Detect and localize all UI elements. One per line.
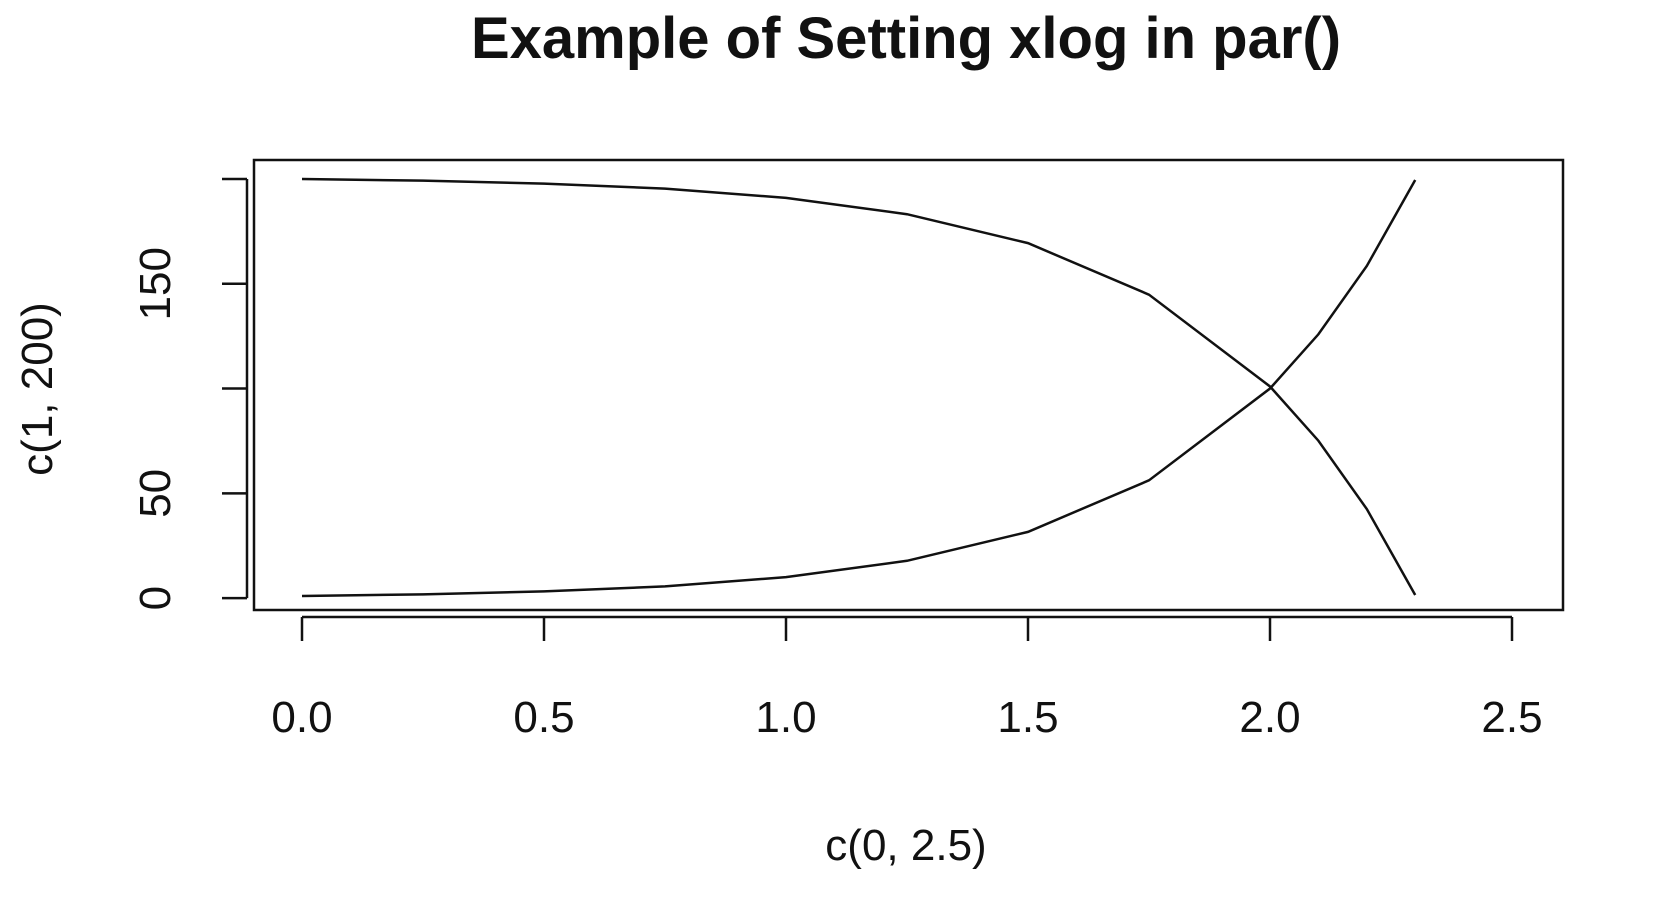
- x-tick-label: 0.0: [271, 693, 332, 742]
- x-tick-label: 2.5: [1481, 693, 1542, 742]
- series-line-2: [301, 177, 1417, 596]
- y-axis-label: c(1, 200): [13, 302, 62, 476]
- x-tick-label: 2.0: [1239, 693, 1300, 742]
- series-line-1: [301, 179, 1417, 598]
- y-tick-label: 0: [131, 586, 180, 610]
- series-layer: [301, 177, 1417, 598]
- y-tick-label: 150: [131, 247, 180, 320]
- plot-frame: [252, 158, 1565, 612]
- chart-title: Example of Setting xlog in par(): [471, 6, 1341, 71]
- x-tick-label: 1.0: [755, 693, 816, 742]
- x-tick-label: 1.5: [997, 693, 1058, 742]
- x-tick-label: 0.5: [513, 693, 574, 742]
- y-axis: 0 50 150: [131, 177, 249, 610]
- x-axis: 0.0 0.5 1.0 1.5 2.0 2.5: [271, 615, 1543, 742]
- x-axis-label: c(0, 2.5): [825, 821, 986, 870]
- y-tick-label: 50: [131, 469, 180, 518]
